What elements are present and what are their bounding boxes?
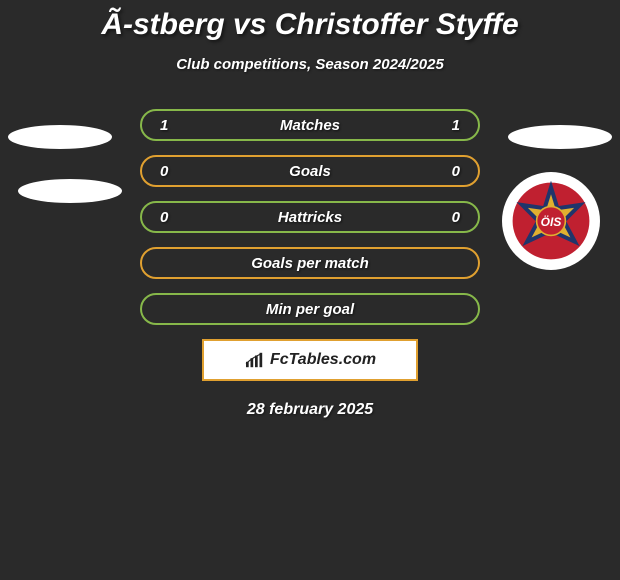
- club-left-badge-placeholder: [18, 179, 122, 203]
- stat-row-goals-per-match: Goals per match: [140, 247, 480, 279]
- badge-center-text: ÖIS: [541, 214, 562, 229]
- stat-label: Hattricks: [278, 209, 342, 226]
- stat-right-value: 0: [452, 209, 460, 226]
- page-title: Ã-stberg vs Christoffer Styffe: [0, 8, 620, 42]
- stat-left-value: 0: [160, 209, 168, 226]
- stat-row-matches: 1 Matches 1: [140, 109, 480, 141]
- player-right-photo-placeholder: [508, 125, 612, 149]
- stat-row-hattricks: 0 Hattricks 0: [140, 201, 480, 233]
- bar-chart-icon: [244, 351, 266, 369]
- stat-row-min-per-goal: Min per goal: [140, 293, 480, 325]
- subtitle: Club competitions, Season 2024/2025: [0, 56, 620, 73]
- stat-label: Min per goal: [266, 301, 354, 318]
- stat-right-value: 0: [452, 163, 460, 180]
- stat-label: Goals per match: [251, 255, 369, 272]
- stat-label: Matches: [280, 117, 340, 134]
- stat-row-goals: 0 Goals 0: [140, 155, 480, 187]
- branding-text: FcTables.com: [270, 351, 376, 369]
- stat-left-value: 1: [160, 117, 168, 134]
- club-right-badge: ÖIS: [502, 172, 600, 270]
- stat-label: Goals: [289, 163, 331, 180]
- date-text: 28 february 2025: [0, 401, 620, 419]
- branding-box[interactable]: FcTables.com: [202, 339, 418, 381]
- stat-left-value: 0: [160, 163, 168, 180]
- player-left-photo-placeholder: [8, 125, 112, 149]
- stat-right-value: 1: [452, 117, 460, 134]
